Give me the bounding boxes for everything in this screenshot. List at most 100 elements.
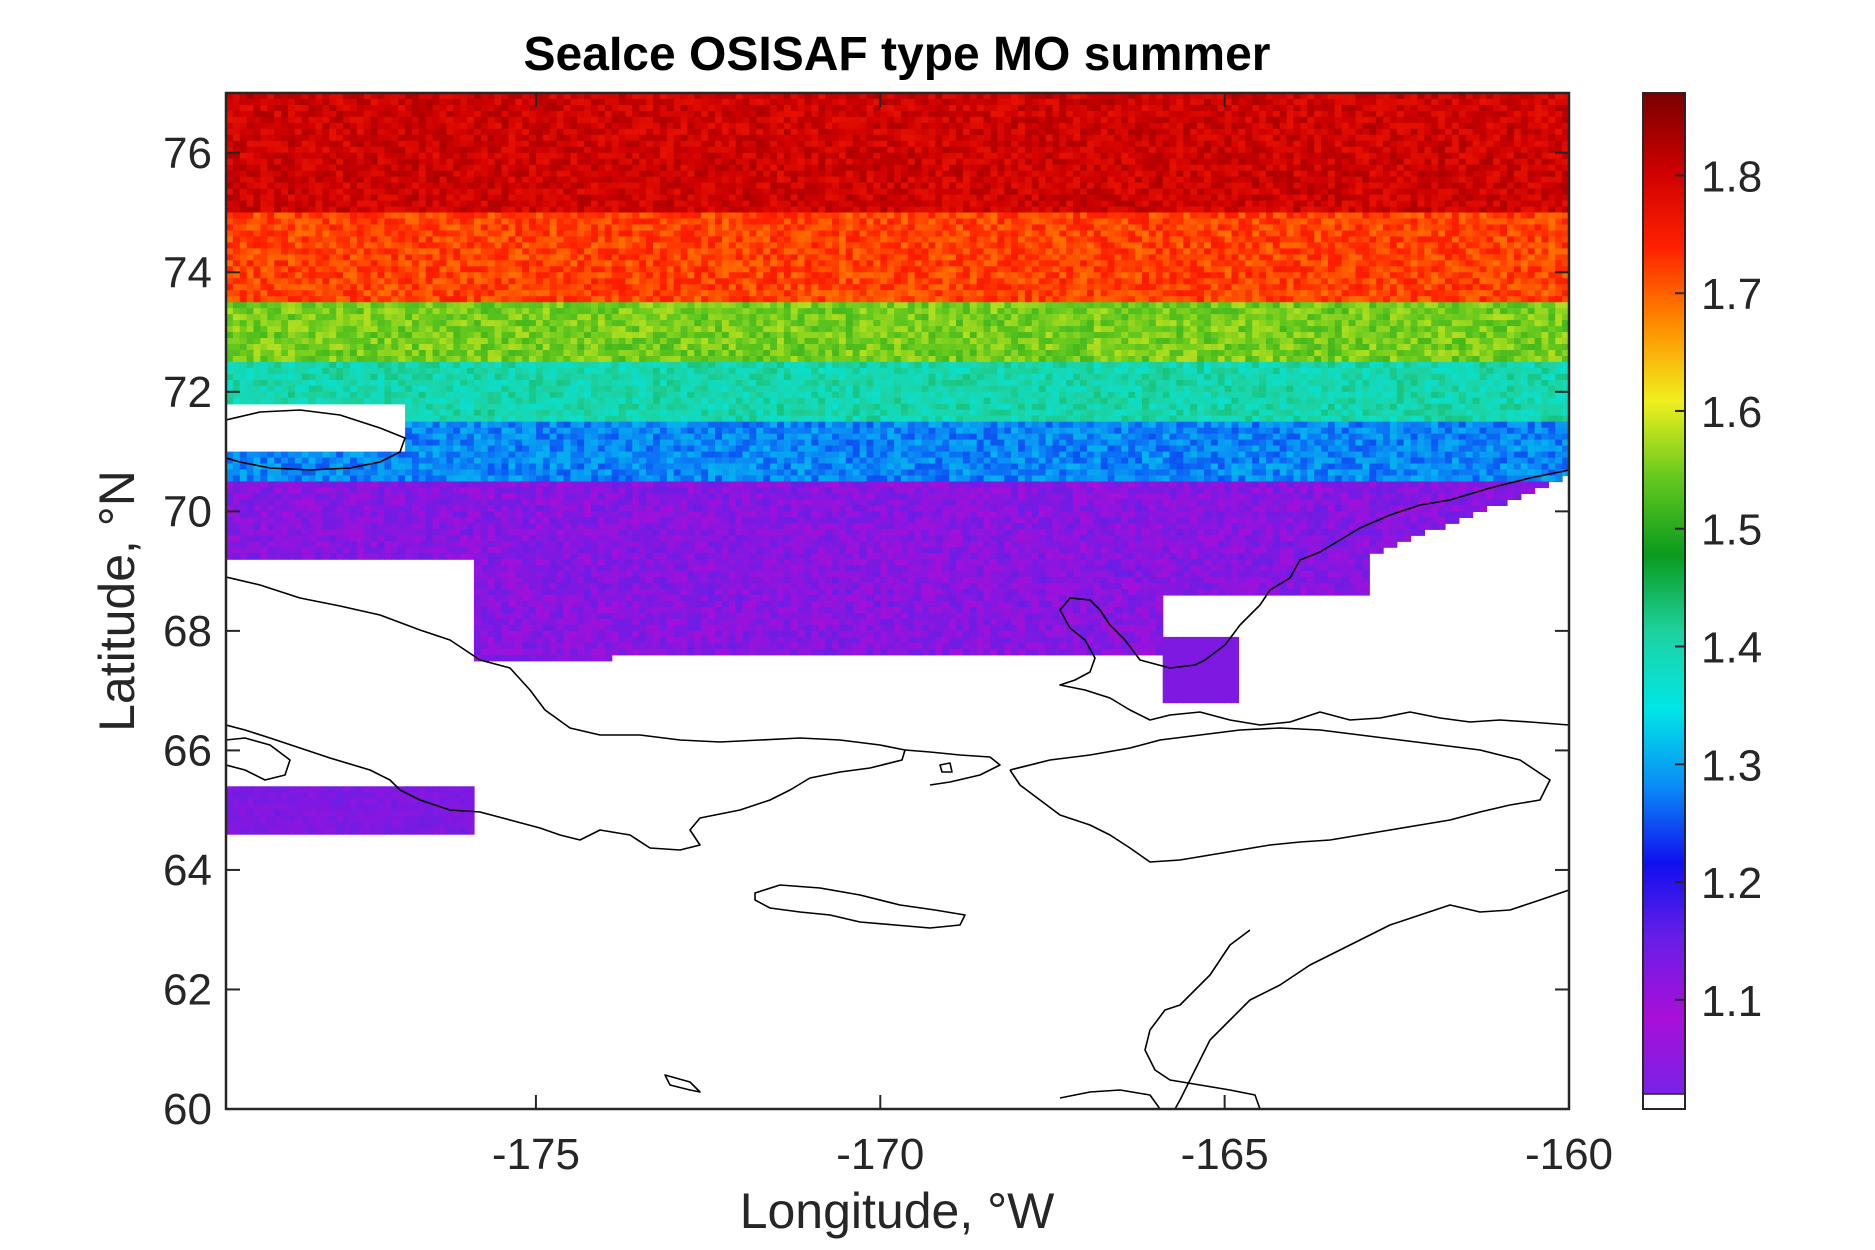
- heatmap-cell: [494, 224, 503, 232]
- heatmap-cell: [715, 122, 723, 130]
- heatmap-cell: [666, 93, 675, 100]
- heatmap-cell: [1086, 134, 1095, 142]
- heatmap-cell: [1500, 236, 1508, 243]
- heatmap-cell: [749, 128, 757, 136]
- heatmap-cell: [1093, 236, 1102, 243]
- heatmap-cell: [1383, 128, 1391, 136]
- heatmap-cell: [425, 116, 434, 124]
- heatmap-cell: [1348, 146, 1357, 154]
- heatmap-cell: [384, 224, 392, 232]
- heatmap-cell: [1052, 212, 1060, 220]
- heatmap-cell: [900, 116, 909, 124]
- heatmap-cell: [253, 200, 261, 208]
- heatmap-cell: [301, 230, 310, 238]
- heatmap-cell: [1162, 176, 1171, 184]
- heatmap-cell: [1093, 218, 1102, 226]
- heatmap-cell: [597, 194, 606, 202]
- heatmap-cell: [473, 170, 482, 178]
- heatmap-cell: [721, 134, 730, 142]
- heatmap-cell: [625, 212, 633, 220]
- heatmap-cell: [639, 224, 647, 232]
- heatmap-cell: [329, 230, 337, 238]
- heatmap-cell: [618, 99, 627, 106]
- heatmap-cell: [1534, 176, 1543, 184]
- heatmap-cell: [1307, 93, 1315, 100]
- heatmap-cell: [639, 99, 647, 106]
- heatmap-cell: [274, 176, 282, 184]
- heatmap-cell: [969, 110, 978, 118]
- heatmap-cell: [329, 140, 337, 148]
- heatmap-cell: [343, 128, 351, 136]
- heatmap-cell: [1252, 116, 1260, 124]
- heatmap-cell: [832, 110, 840, 118]
- heatmap-cell: [563, 110, 571, 118]
- heatmap-cell: [412, 242, 420, 249]
- heatmap-cell: [446, 164, 454, 172]
- heatmap-cell: [1038, 140, 1047, 148]
- heatmap-cell: [412, 128, 420, 136]
- heatmap-cell: [1245, 176, 1253, 184]
- heatmap-cell: [715, 194, 723, 202]
- heatmap-cell: [742, 212, 750, 220]
- heatmap-cell: [1004, 128, 1012, 136]
- heatmap-cell: [281, 93, 289, 100]
- heatmap-cell: [1438, 170, 1446, 178]
- heatmap-cell: [350, 230, 358, 238]
- heatmap-cell: [1272, 236, 1281, 243]
- heatmap-cell: [1245, 93, 1253, 100]
- heatmap-cell: [763, 146, 771, 154]
- heatmap-cell: [852, 218, 861, 226]
- heatmap-cell: [1424, 224, 1432, 232]
- heatmap-cell: [246, 242, 255, 249]
- heatmap-cell: [508, 164, 516, 172]
- heatmap-cell: [239, 105, 248, 112]
- heatmap-cell: [1493, 230, 1501, 238]
- heatmap-cell: [887, 230, 895, 238]
- heatmap-cell: [1217, 110, 1226, 118]
- heatmap-cell: [1259, 134, 1267, 142]
- heatmap-cell: [1004, 206, 1012, 214]
- heatmap-cell: [1266, 146, 1274, 154]
- heatmap-cell: [1107, 206, 1116, 214]
- heatmap-cell: [522, 134, 530, 142]
- heatmap-cell: [907, 116, 916, 124]
- heatmap-cell: [701, 158, 709, 166]
- heatmap-cell: [384, 218, 392, 226]
- heatmap-cell: [1472, 110, 1481, 118]
- heatmap-cell: [625, 188, 633, 196]
- heatmap-cell: [1369, 188, 1377, 196]
- heatmap-cell: [1086, 170, 1095, 178]
- heatmap-cell: [873, 93, 881, 100]
- heatmap-cell: [653, 128, 661, 136]
- heatmap-cell: [708, 230, 716, 238]
- heatmap-cell: [639, 122, 647, 130]
- heatmap-cell: [239, 152, 248, 160]
- heatmap-cell: [1396, 122, 1405, 130]
- heatmap-cell: [1059, 93, 1067, 100]
- heatmap-cell: [1520, 212, 1529, 220]
- heatmap-cell: [1451, 105, 1460, 112]
- heatmap-cell: [1389, 230, 1398, 238]
- heatmap-cell: [1479, 218, 1487, 226]
- heatmap-cell: [226, 170, 234, 178]
- heatmap-cell: [1493, 128, 1501, 136]
- heatmap-cell: [1135, 122, 1143, 130]
- heatmap-cell: [1080, 194, 1088, 202]
- heatmap-cell: [473, 128, 482, 136]
- heatmap-cell: [735, 105, 744, 112]
- heatmap-cell: [1534, 152, 1543, 160]
- heatmap-cell: [604, 99, 613, 106]
- heatmap-cell: [756, 164, 764, 172]
- heatmap-cell: [1355, 93, 1363, 100]
- heatmap-cell: [1307, 182, 1315, 190]
- heatmap-cell: [1121, 99, 1129, 106]
- heatmap-cell: [1238, 212, 1246, 220]
- heatmap-cell: [1307, 206, 1315, 214]
- heatmap-cell: [1259, 93, 1267, 100]
- heatmap-cell: [969, 158, 978, 166]
- heatmap-cell: [1307, 140, 1315, 148]
- heatmap-cell: [728, 122, 737, 130]
- heatmap-cell: [246, 212, 255, 220]
- heatmap-cell: [1266, 152, 1274, 160]
- heatmap-cell: [673, 146, 682, 154]
